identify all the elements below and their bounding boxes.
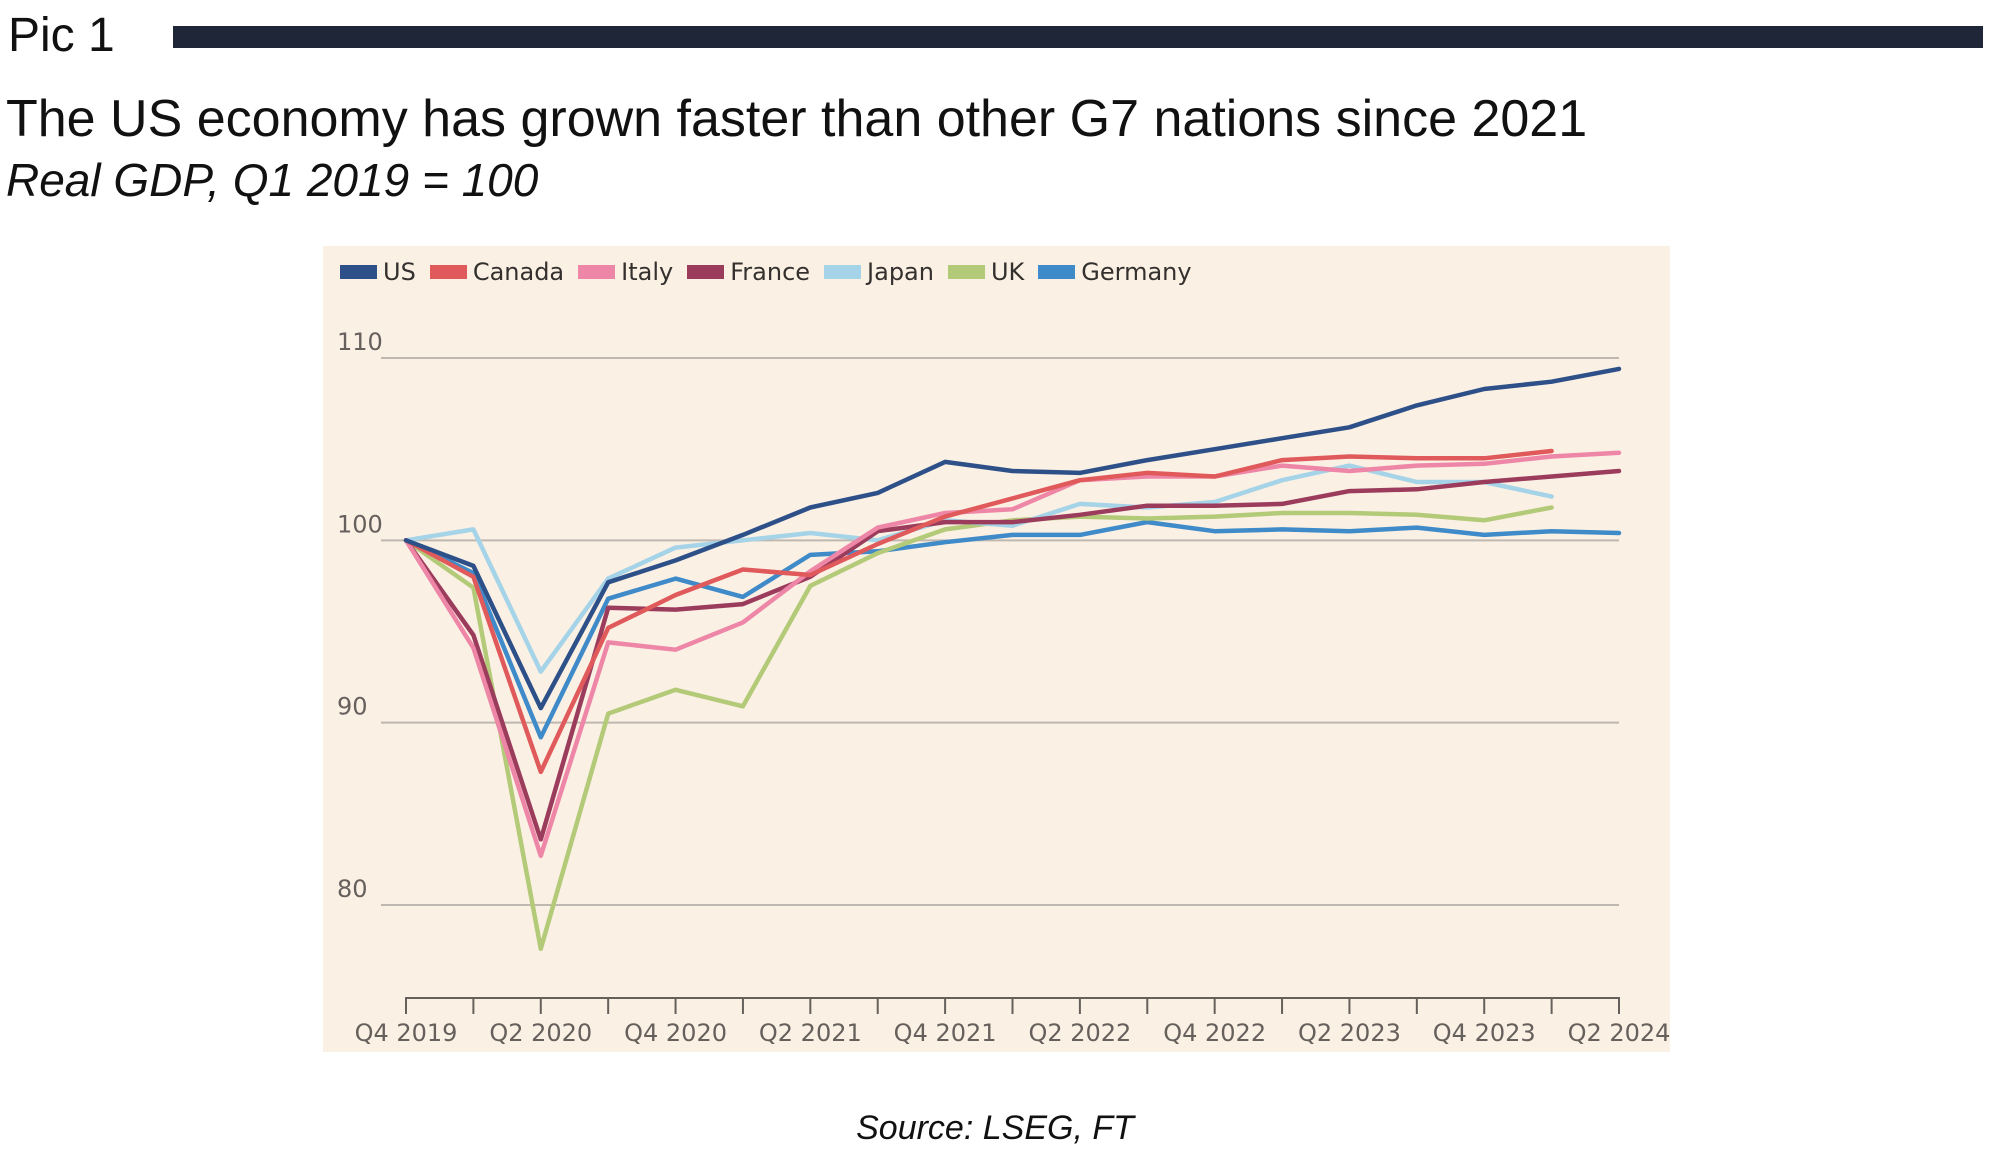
series-line-us [403, 366, 1622, 711]
x-tick-label: Q2 2020 [489, 1019, 592, 1047]
chart-title: The US economy has grown faster than oth… [6, 90, 1588, 148]
series-line-uk [403, 505, 1554, 952]
y-tick-label: 90 [337, 693, 368, 721]
legend-label: Italy [621, 258, 674, 286]
legend-label: France [730, 258, 811, 286]
x-tick-label: Q4 2020 [624, 1019, 727, 1047]
line-chart: 80 90 100 110 Q4 2019 Q2 2020 Q4 2020 Q2 2021 Q4… [337, 328, 1670, 1047]
source-note: Source: LSEG, FT [856, 1109, 1134, 1147]
legend-swatch [340, 265, 377, 279]
x-tick-label: Q4 2023 [1433, 1019, 1536, 1047]
x-tick-label: Q4 2022 [1163, 1019, 1266, 1047]
x-tick-label: Q2 2022 [1028, 1019, 1131, 1047]
series-line-france [403, 468, 1622, 842]
legend-item-germany: Germany [1038, 258, 1192, 286]
legend-swatch [947, 265, 985, 279]
legend-item-france: France [687, 258, 810, 286]
series-line-italy [403, 450, 1622, 859]
y-tick-label: 100 [337, 510, 383, 538]
legend-swatch [429, 265, 467, 279]
x-tick-label: Q2 2021 [759, 1019, 862, 1047]
series-line-germany [403, 519, 1622, 740]
legend-item-japan: Japan [824, 258, 934, 286]
legend-item-italy: Italy [578, 258, 673, 286]
legend-swatch [578, 265, 616, 279]
y-tick-label: 80 [337, 875, 368, 903]
legend-label: Germany [1081, 258, 1192, 286]
chart-subtitle: Real GDP, Q1 2019 = 100 [6, 154, 539, 206]
chart-legend: US Canada Italy France Japan UK Germany [340, 258, 1206, 286]
legend-label: UK [990, 258, 1025, 286]
legend-label: Japan [867, 258, 934, 286]
x-tick-label: Q2 2023 [1298, 1019, 1401, 1047]
chart-panel: 80 90 100 110 Q4 2019 Q2 2020 Q4 2020 Q2 2021 Q4… [323, 246, 1670, 1052]
legend-label: Canada [472, 258, 565, 286]
y-tick-label: 110 [337, 328, 383, 356]
legend-swatch [1038, 265, 1076, 279]
x-tick-label: Q4 2021 [894, 1019, 997, 1047]
x-tick-label: Q2 2024 [1568, 1019, 1670, 1047]
pic-label: Pic 1 [8, 9, 115, 62]
legend-item-uk: UK [947, 258, 1025, 286]
legend-label: US [383, 258, 416, 286]
legend-swatch [687, 265, 725, 279]
header-rule [173, 26, 1983, 48]
legend-item-us: US [340, 258, 416, 286]
series-line-canada [403, 448, 1554, 775]
x-tick-label: Q4 2019 [355, 1019, 458, 1047]
legend-swatch [824, 265, 862, 279]
legend-item-canada: Canada [429, 258, 565, 286]
